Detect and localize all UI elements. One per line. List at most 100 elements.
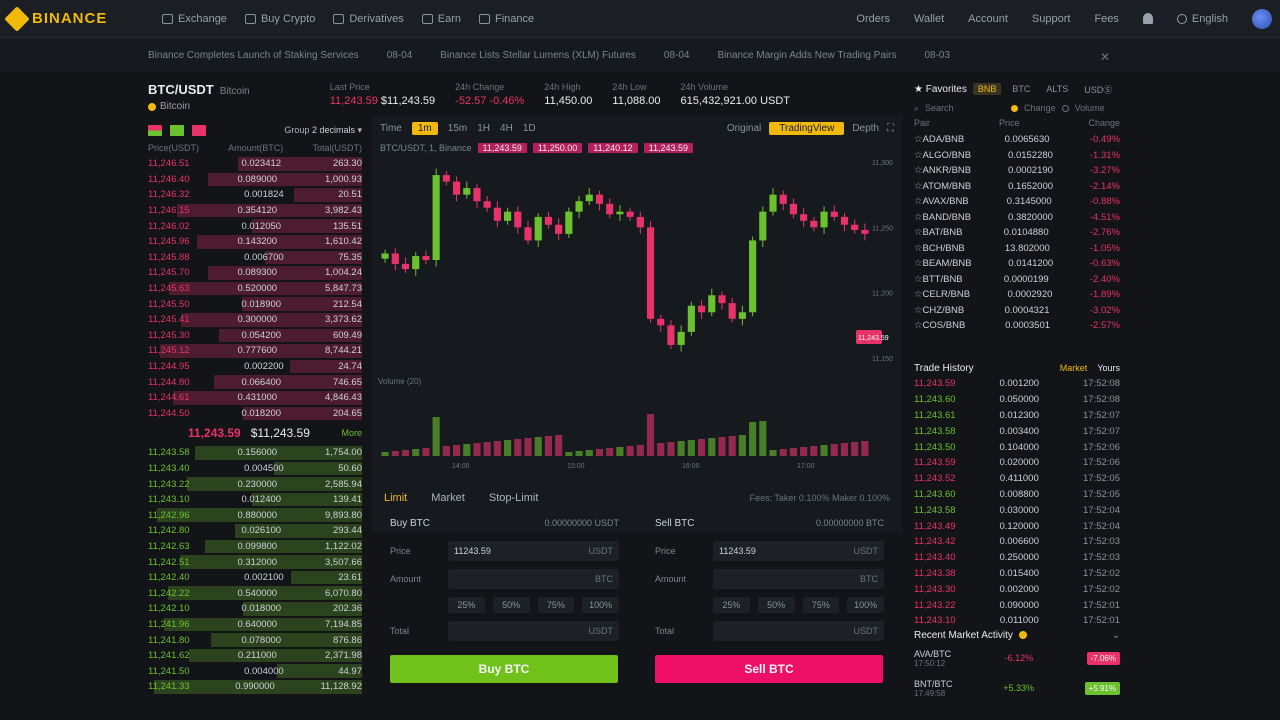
order-book-row[interactable]: 11,246.32 0.001824 20.51 [148, 187, 362, 203]
order-book-row[interactable]: 11,241.50 0.004000 44.97 [148, 663, 362, 679]
percent-75-button[interactable]: 75% [537, 597, 575, 613]
nav-fees[interactable]: Fees [1094, 12, 1119, 25]
sell-button[interactable]: Sell BTC [655, 655, 883, 683]
buy-amount-input[interactable]: BTC [448, 569, 619, 589]
group-selector[interactable]: Group 2 decimals ▾ [284, 124, 362, 135]
order-book-row[interactable]: 11,241.62 0.211000 2,371.98 [148, 648, 362, 664]
order-book-row[interactable]: 11,245.88 0.006700 75.35 [148, 250, 362, 266]
change-radio[interactable] [1011, 104, 1019, 112]
tab-limit[interactable]: Limit [384, 492, 408, 504]
market-row[interactable]: ☆ALGO/BNB 0.0152280 -1.31% [914, 148, 1120, 164]
market-row[interactable]: ☆CELR/BNB 0.0002920 -1.89% [914, 287, 1120, 303]
search-input[interactable]: Search [925, 103, 954, 113]
market-row[interactable]: ☆BCH/BNB 13.802000 -1.05% [914, 241, 1120, 257]
order-book-row[interactable]: 11,243.58 0.156000 1,754.00 [148, 445, 362, 461]
tab-my-trades[interactable]: Yours [1097, 363, 1120, 373]
market-row[interactable]: ☆BEAM/BNB 0.0141200 -0.63% [914, 256, 1120, 272]
percent-100-button[interactable]: 100% [582, 597, 619, 613]
column-header[interactable]: Change [1088, 118, 1120, 128]
fullscreen-icon[interactable]: ⛶ [887, 122, 894, 134]
star-icon[interactable]: ☆ [914, 289, 923, 301]
order-book-row[interactable]: 11,243.22 0.230000 2,585.94 [148, 476, 362, 492]
percent-50-button[interactable]: 50% [492, 597, 530, 613]
nav-account[interactable]: Account [968, 12, 1008, 25]
activity-row[interactable]: BNT/BTC 17:49:58 +5.33% +5.91% [914, 673, 1120, 703]
column-header[interactable]: Pair [914, 118, 931, 128]
order-book-row[interactable]: 11,241.80 0.078000 876.86 [148, 632, 362, 648]
order-book-row[interactable]: 11,243.40 0.004500 50.60 [148, 461, 362, 477]
interval-1m[interactable]: 1m [411, 121, 438, 135]
nav-earn[interactable]: Earn [421, 13, 461, 25]
chevron-down-icon[interactable]: ⌄ [1111, 629, 1120, 641]
percent-50-button[interactable]: 50% [757, 597, 795, 613]
order-book-row[interactable]: 11,241.96 0.640000 7,194.85 [148, 617, 362, 633]
candlestick-chart[interactable]: 11,300 11,250 11,200 11,150 14:00 15:00 16:00… [372, 156, 902, 472]
star-icon[interactable]: ☆ [914, 134, 923, 146]
order-book-row[interactable]: 11,244.61 0.431000 4,846.43 [148, 390, 362, 406]
star-icon[interactable]: ☆ [914, 196, 923, 208]
order-book-row[interactable]: 11,245.30 0.054200 609.49 [148, 328, 362, 344]
star-icon[interactable]: ☆ [914, 165, 923, 177]
star-icon[interactable]: ☆ [914, 304, 923, 316]
book-bids-icon[interactable] [170, 124, 184, 136]
market-row[interactable]: ☆BAT/BNB 0.0104880 -2.76% [914, 225, 1120, 241]
order-book-row[interactable]: 11,244.80 0.066400 746.65 [148, 374, 362, 390]
sell-total-input[interactable]: USDT [713, 621, 884, 641]
favorites-tab[interactable]: ★ Favorites [914, 83, 967, 95]
order-book-row[interactable]: 11,244.95 0.002200 24.74 [148, 359, 362, 375]
star-icon[interactable]: ☆ [914, 258, 923, 270]
buy-total-input[interactable]: USDT [448, 621, 619, 641]
tab-market[interactable]: Market [431, 492, 465, 504]
more-link[interactable]: More [341, 428, 362, 439]
market-row[interactable]: ☆BAND/BNB 0.3820000 -4.51% [914, 210, 1120, 226]
buy-button[interactable]: Buy BTC [390, 655, 618, 683]
market-row[interactable]: ☆BTT/BNB 0.0000199 -2.40% [914, 272, 1120, 288]
market-row[interactable]: ☆CHZ/BNB 0.0004321 -3.02% [914, 303, 1120, 319]
order-book-row[interactable]: 11,246.40 0.089000 1,000.93 [148, 172, 362, 188]
nav-support[interactable]: Support [1031, 12, 1071, 25]
sell-price-input[interactable]: 11243.59 USDT [713, 541, 884, 561]
percent-25-button[interactable]: 25% [448, 597, 485, 613]
tab-stop-limit[interactable]: Stop-Limit [488, 492, 539, 504]
market-row[interactable]: ☆AVAX/BNB 0.3145000 -0.88% [914, 194, 1120, 210]
percent-75-button[interactable]: 75% [802, 597, 840, 613]
coin-info-link[interactable]: Bitcoin [148, 101, 250, 112]
interval-1d[interactable]: 1D [522, 122, 536, 134]
column-header[interactable]: Price [998, 118, 1020, 128]
order-book-row[interactable]: 11,243.10 0.012400 139.41 [148, 492, 362, 508]
star-icon[interactable]: ☆ [914, 227, 923, 239]
binance-logo[interactable]: BINANCE [4, 5, 148, 32]
star-icon[interactable]: ☆ [914, 273, 923, 285]
close-icon[interactable]: ✕ [1099, 50, 1110, 64]
order-book-row[interactable]: 11,242.51 0.312000 3,507.66 [148, 554, 362, 570]
pair-selector[interactable]: BTC/USDT Bitcoin [148, 82, 250, 97]
order-book-row[interactable]: 11,242.63 0.099800 1,122.02 [148, 539, 362, 555]
market-row[interactable]: ☆ADA/BNB 0.0065630 -0.49% [914, 132, 1120, 148]
order-book-row[interactable]: 11,246.15 0.354120 3,982.43 [148, 203, 362, 219]
order-book-row[interactable]: 11,245.96 0.143200 1,610.42 [148, 234, 362, 250]
interval-15m[interactable]: 15m [447, 122, 468, 134]
announcement-link[interactable]: Binance Lists Stellar Lumens (XLM) Futur… [440, 49, 636, 61]
book-both-icon[interactable] [148, 124, 162, 136]
order-book-row[interactable]: 11,242.10 0.018000 202.36 [148, 601, 362, 617]
market-row[interactable]: ☆COS/BNB 0.0003501 -2.57% [914, 318, 1120, 334]
view-original[interactable]: Original [726, 122, 762, 134]
activity-row[interactable]: AVA/BTC 17:50:12 -6.12% -7.06% [914, 643, 1120, 673]
order-book-row[interactable]: 11,242.96 0.880000 9,893.80 [148, 507, 362, 523]
view-tradingview[interactable]: TradingView [769, 121, 845, 135]
info-icon[interactable] [1018, 631, 1027, 639]
sell-amount-input[interactable]: BTC [713, 569, 884, 589]
order-book-row[interactable]: 11,242.22 0.540000 6,070.80 [148, 585, 362, 601]
order-book-row[interactable]: 11,245.70 0.089300 1,004.24 [148, 265, 362, 281]
nav-exchange[interactable]: Exchange [162, 13, 227, 25]
nav-buy-crypto[interactable]: Buy Crypto [244, 13, 315, 25]
tab-alts[interactable]: ALTS [1046, 84, 1069, 94]
percent-100-button[interactable]: 100% [847, 597, 884, 613]
interval-1h[interactable]: 1H [477, 122, 491, 134]
tab-market-trades[interactable]: Market [1059, 363, 1088, 373]
percent-25-button[interactable]: 25% [713, 597, 750, 613]
order-book-row[interactable]: 11,241.33 0.990000 11,128.92 [148, 679, 362, 695]
nav-wallet[interactable]: Wallet [914, 12, 945, 25]
book-asks-icon[interactable] [192, 124, 206, 136]
tab-usds[interactable]: USDⓈ [1084, 84, 1113, 95]
